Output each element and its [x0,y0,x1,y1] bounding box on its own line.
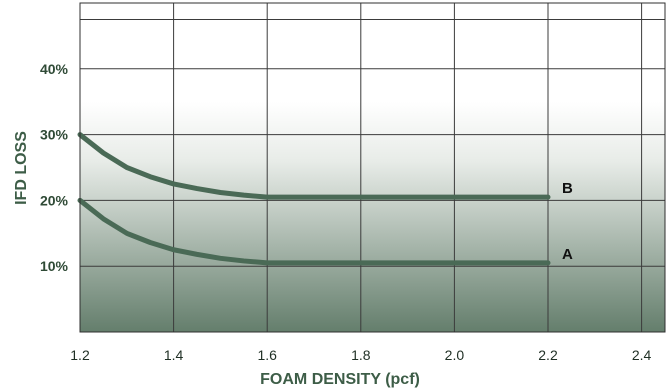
x-tick-label: 1.6 [257,347,277,363]
x-tick-label: 1.4 [164,347,184,363]
grid [79,3,665,332]
series-group [77,132,551,266]
x-tick-label: 2.4 [632,347,652,363]
x-axis-ticks: 1.2 1.4 1.6 1.8 2.0 2.2 2.4 [70,347,651,363]
series-label-b: B [562,180,573,197]
y-tick-label: 10% [40,258,69,274]
y-axis-ticks: 10% 20% 30% 40% [40,61,69,274]
y-tick-label: 30% [40,127,69,143]
x-tick-label: 1.2 [70,347,90,363]
x-tick-label: 1.8 [351,347,371,363]
series-line-b [77,132,551,200]
y-tick-label: 20% [40,192,69,208]
x-axis-title: FOAM DENSITY (pcf) [260,371,420,388]
y-axis-title: IFD LOSS [13,131,30,205]
x-tick-label: 2.2 [538,347,558,363]
series-label-a: A [562,246,573,263]
x-tick-label: 2.0 [445,347,465,363]
series-line-a [77,197,551,266]
y-tick-label: 40% [40,61,69,77]
series-labels: AB [562,180,573,263]
plot-border [79,2,666,333]
plot-background [80,3,665,332]
